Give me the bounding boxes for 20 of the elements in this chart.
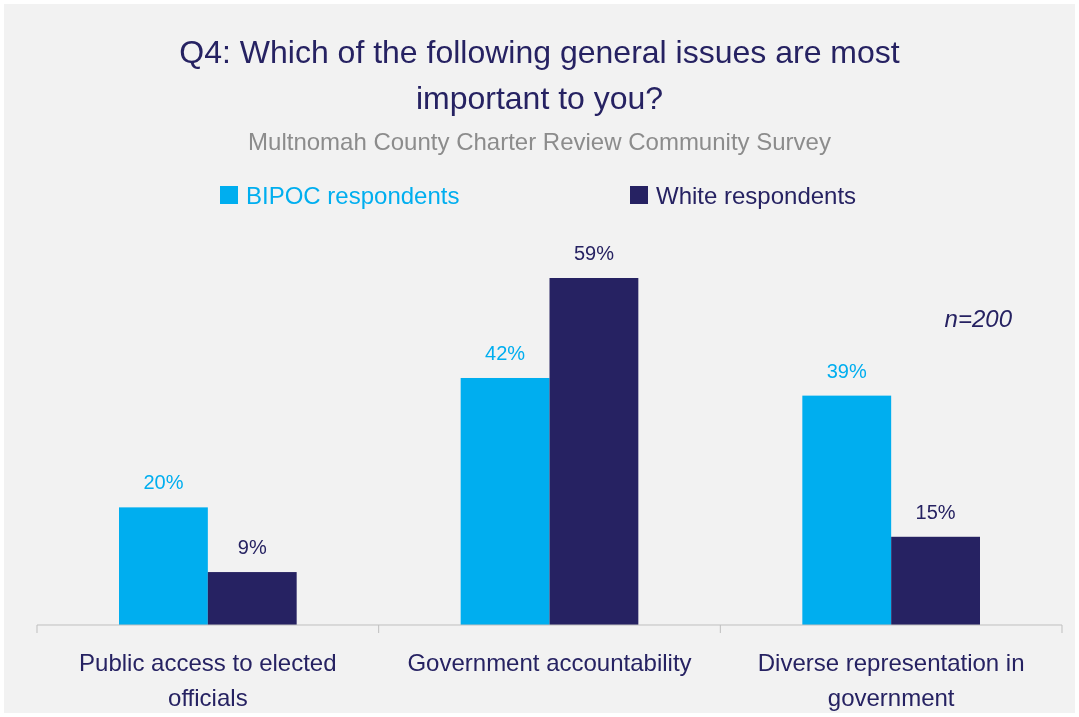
data-label: 39% bbox=[826, 359, 867, 382]
data-label: 20% bbox=[143, 471, 184, 494]
data-label: 42% bbox=[485, 341, 526, 364]
chart-subtitle: Multnomah County Charter Review Community Survey bbox=[248, 128, 831, 155]
bar bbox=[802, 395, 892, 625]
bar bbox=[207, 572, 297, 625]
legend-label: BIPOC respondents bbox=[246, 182, 460, 209]
bar bbox=[549, 278, 639, 625]
bar bbox=[119, 507, 208, 625]
bar bbox=[460, 377, 550, 625]
data-label: 15% bbox=[915, 500, 956, 523]
data-label: 59% bbox=[573, 242, 615, 264]
bar bbox=[891, 536, 980, 625]
data-label: 9% bbox=[237, 536, 267, 559]
x-tick-label: Diverse representation in government bbox=[757, 649, 1025, 711]
annotation: n=200 bbox=[944, 305, 1013, 332]
x-tick-label: Public access to elected officials bbox=[79, 649, 337, 711]
legend-label: White respondents bbox=[656, 182, 857, 209]
chart-title: Q4: Which of the following general issues are most important to you? bbox=[179, 34, 900, 116]
x-tick-label: Government accountability bbox=[407, 649, 692, 676]
